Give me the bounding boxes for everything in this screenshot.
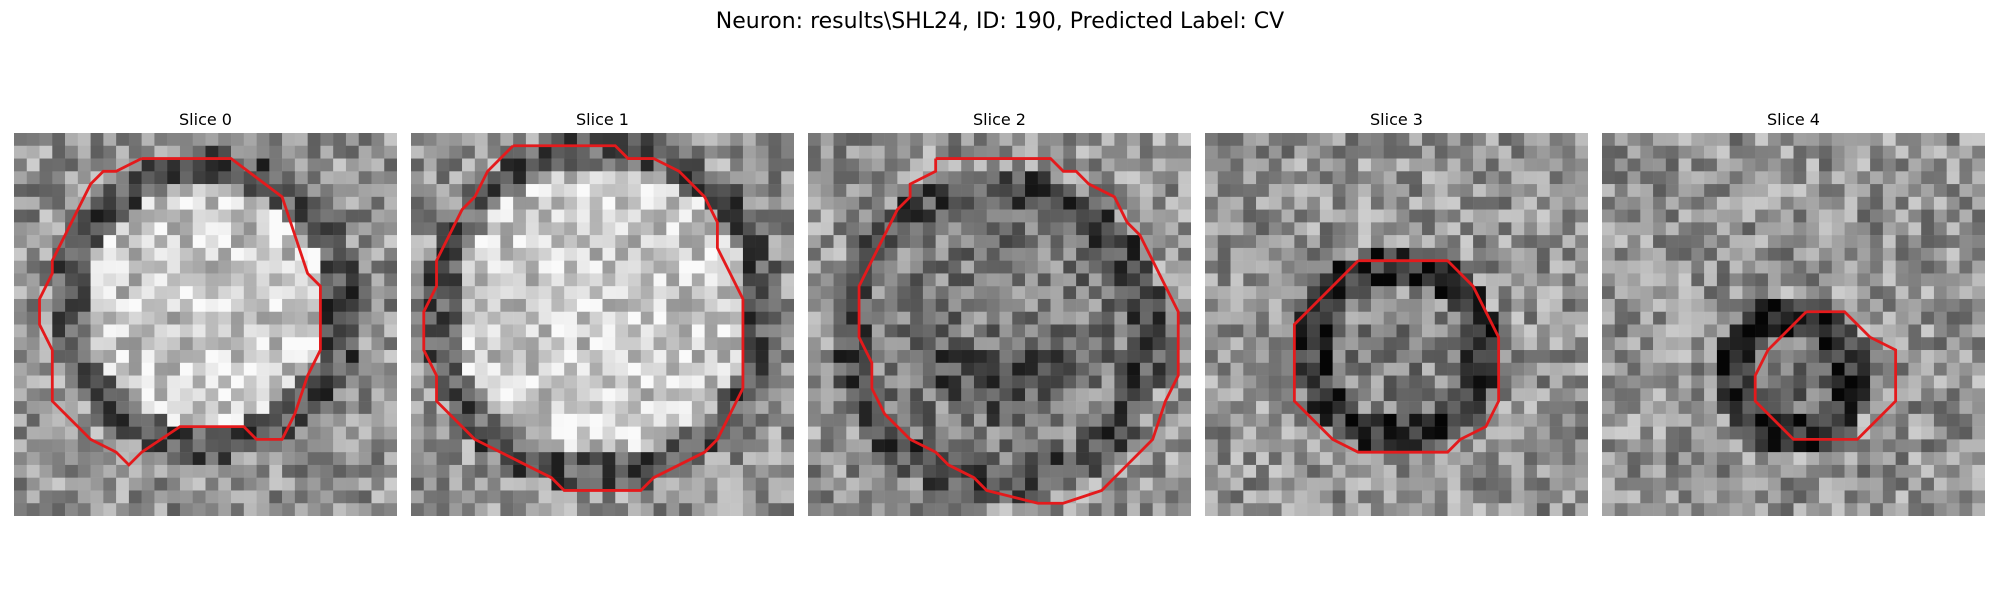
slice-panel-3: Slice 3 bbox=[1205, 108, 1588, 516]
slice-image bbox=[1602, 133, 1985, 516]
slice-title: Slice 4 bbox=[1602, 108, 1985, 132]
figure-title: Neuron: results\SHL24, ID: 190, Predicte… bbox=[0, 8, 2000, 36]
slice-panel-4: Slice 4 bbox=[1602, 108, 1985, 516]
slice-panel-2: Slice 2 bbox=[808, 108, 1191, 516]
slice-image bbox=[808, 133, 1191, 516]
slice-title: Slice 0 bbox=[14, 108, 397, 132]
grayscale-pixel-grid bbox=[1205, 133, 1588, 516]
slice-image bbox=[14, 133, 397, 516]
slice-panel-1: Slice 1 bbox=[411, 108, 794, 516]
grayscale-pixel-grid bbox=[411, 133, 794, 516]
slice-title: Slice 2 bbox=[808, 108, 1191, 132]
slice-title: Slice 1 bbox=[411, 108, 794, 132]
grayscale-pixel-grid bbox=[14, 133, 397, 516]
slice-image bbox=[1205, 133, 1588, 516]
slice-image bbox=[411, 133, 794, 516]
slice-title: Slice 3 bbox=[1205, 108, 1588, 132]
slice-panel-0: Slice 0 bbox=[14, 108, 397, 516]
